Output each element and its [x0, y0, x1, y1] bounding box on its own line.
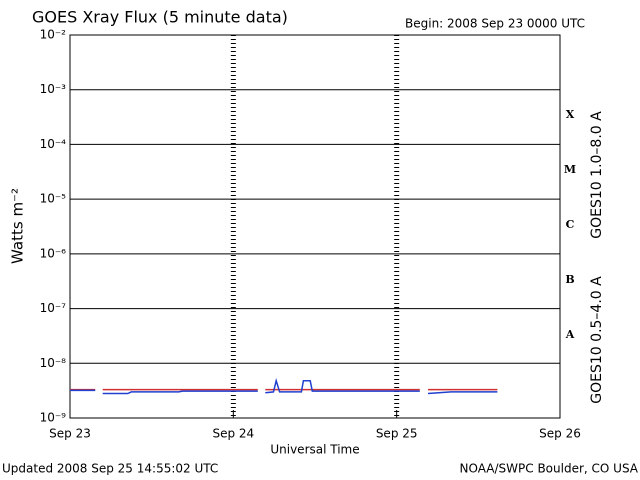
series-line	[265, 377, 420, 394]
x-tick-label: Sep 26	[539, 427, 581, 441]
series-line	[427, 391, 498, 395]
footer-left: Updated 2008 Sep 25 14:55:02 UTC	[2, 462, 218, 476]
legend-label: GOES10 0.5–4.0 A	[589, 276, 605, 404]
flare-class-label: X	[566, 108, 575, 121]
y-tick-label: 10⁻²	[40, 28, 67, 42]
y-tick-label: 10⁻⁸	[40, 356, 67, 370]
y-tick-label: 10⁻⁹	[40, 411, 67, 425]
y-axis-label: Watts m⁻²	[9, 188, 27, 264]
flare-class-label: C	[566, 218, 575, 231]
flare-class-label: M	[564, 163, 576, 176]
y-tick-label: 10⁻⁵	[40, 192, 67, 206]
y-tick-label: 10⁻³	[40, 82, 67, 96]
x-tick-label: Sep 24	[212, 427, 254, 441]
legend-label: GOES10 1.0–8.0 A	[589, 111, 605, 239]
x-axis-label: Universal Time	[270, 443, 359, 457]
y-tick-label: 10⁻⁷	[40, 301, 67, 315]
x-tick-label: Sep 23	[49, 427, 91, 441]
series-line	[102, 390, 258, 395]
footer-right: NOAA/SWPC Boulder, CO USA	[460, 462, 639, 476]
chart-title: GOES Xray Flux (5 minute data)	[32, 8, 288, 27]
flare-class-label: B	[565, 273, 574, 286]
y-tick-label: 10⁻⁴	[40, 137, 67, 151]
chart-subtitle: Begin: 2008 Sep 23 0000 UTC	[405, 17, 585, 31]
flare-class-label: A	[565, 328, 575, 341]
y-tick-label: 10⁻⁶	[40, 246, 67, 260]
x-tick-label: Sep 25	[376, 427, 418, 441]
